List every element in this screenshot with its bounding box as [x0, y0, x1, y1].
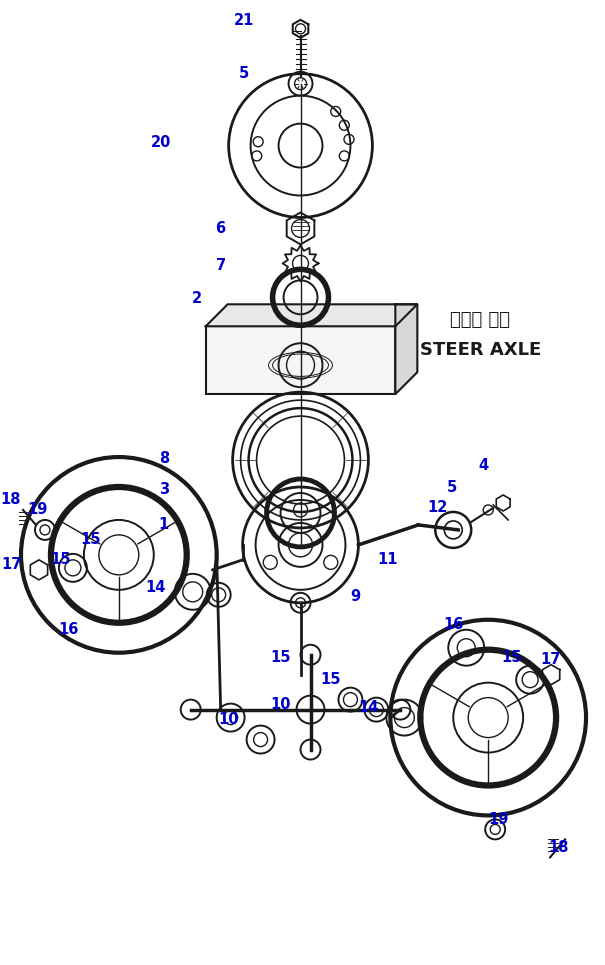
Text: 10: 10	[218, 712, 239, 727]
Text: 18: 18	[1, 492, 21, 508]
Text: 5: 5	[447, 481, 457, 495]
Text: 3: 3	[159, 482, 169, 498]
Text: 15: 15	[270, 650, 291, 665]
Text: 17: 17	[540, 652, 560, 667]
Text: 10: 10	[270, 697, 291, 712]
Polygon shape	[395, 304, 417, 394]
Text: 19: 19	[488, 812, 508, 827]
Text: 9: 9	[350, 590, 361, 604]
Text: 20: 20	[151, 135, 171, 151]
Text: 8: 8	[159, 451, 169, 465]
Text: 14: 14	[146, 580, 166, 595]
Text: STEER AXLE: STEER AXLE	[420, 342, 541, 359]
Text: 16: 16	[443, 618, 463, 632]
Text: 15: 15	[320, 673, 341, 687]
Text: 14: 14	[358, 701, 379, 715]
Text: 15: 15	[501, 650, 522, 665]
Text: 7: 7	[215, 258, 226, 273]
Polygon shape	[206, 304, 417, 326]
Text: 11: 11	[377, 552, 397, 567]
Text: 6: 6	[215, 221, 226, 235]
Text: 18: 18	[548, 840, 568, 855]
Bar	[206, 326, 395, 394]
Text: 16: 16	[59, 622, 79, 637]
Text: 17: 17	[1, 558, 21, 572]
Text: 19: 19	[28, 503, 48, 517]
Text: 12: 12	[427, 501, 448, 515]
Text: 2: 2	[192, 290, 201, 306]
Text: 15: 15	[51, 552, 71, 567]
Text: 스티어 엡슬: 스티어 엡슬	[450, 312, 510, 329]
Text: 4: 4	[478, 457, 488, 473]
Text: 21: 21	[234, 14, 254, 28]
Text: 15: 15	[80, 533, 101, 547]
Text: 1: 1	[159, 517, 169, 533]
Text: 5: 5	[238, 67, 249, 81]
